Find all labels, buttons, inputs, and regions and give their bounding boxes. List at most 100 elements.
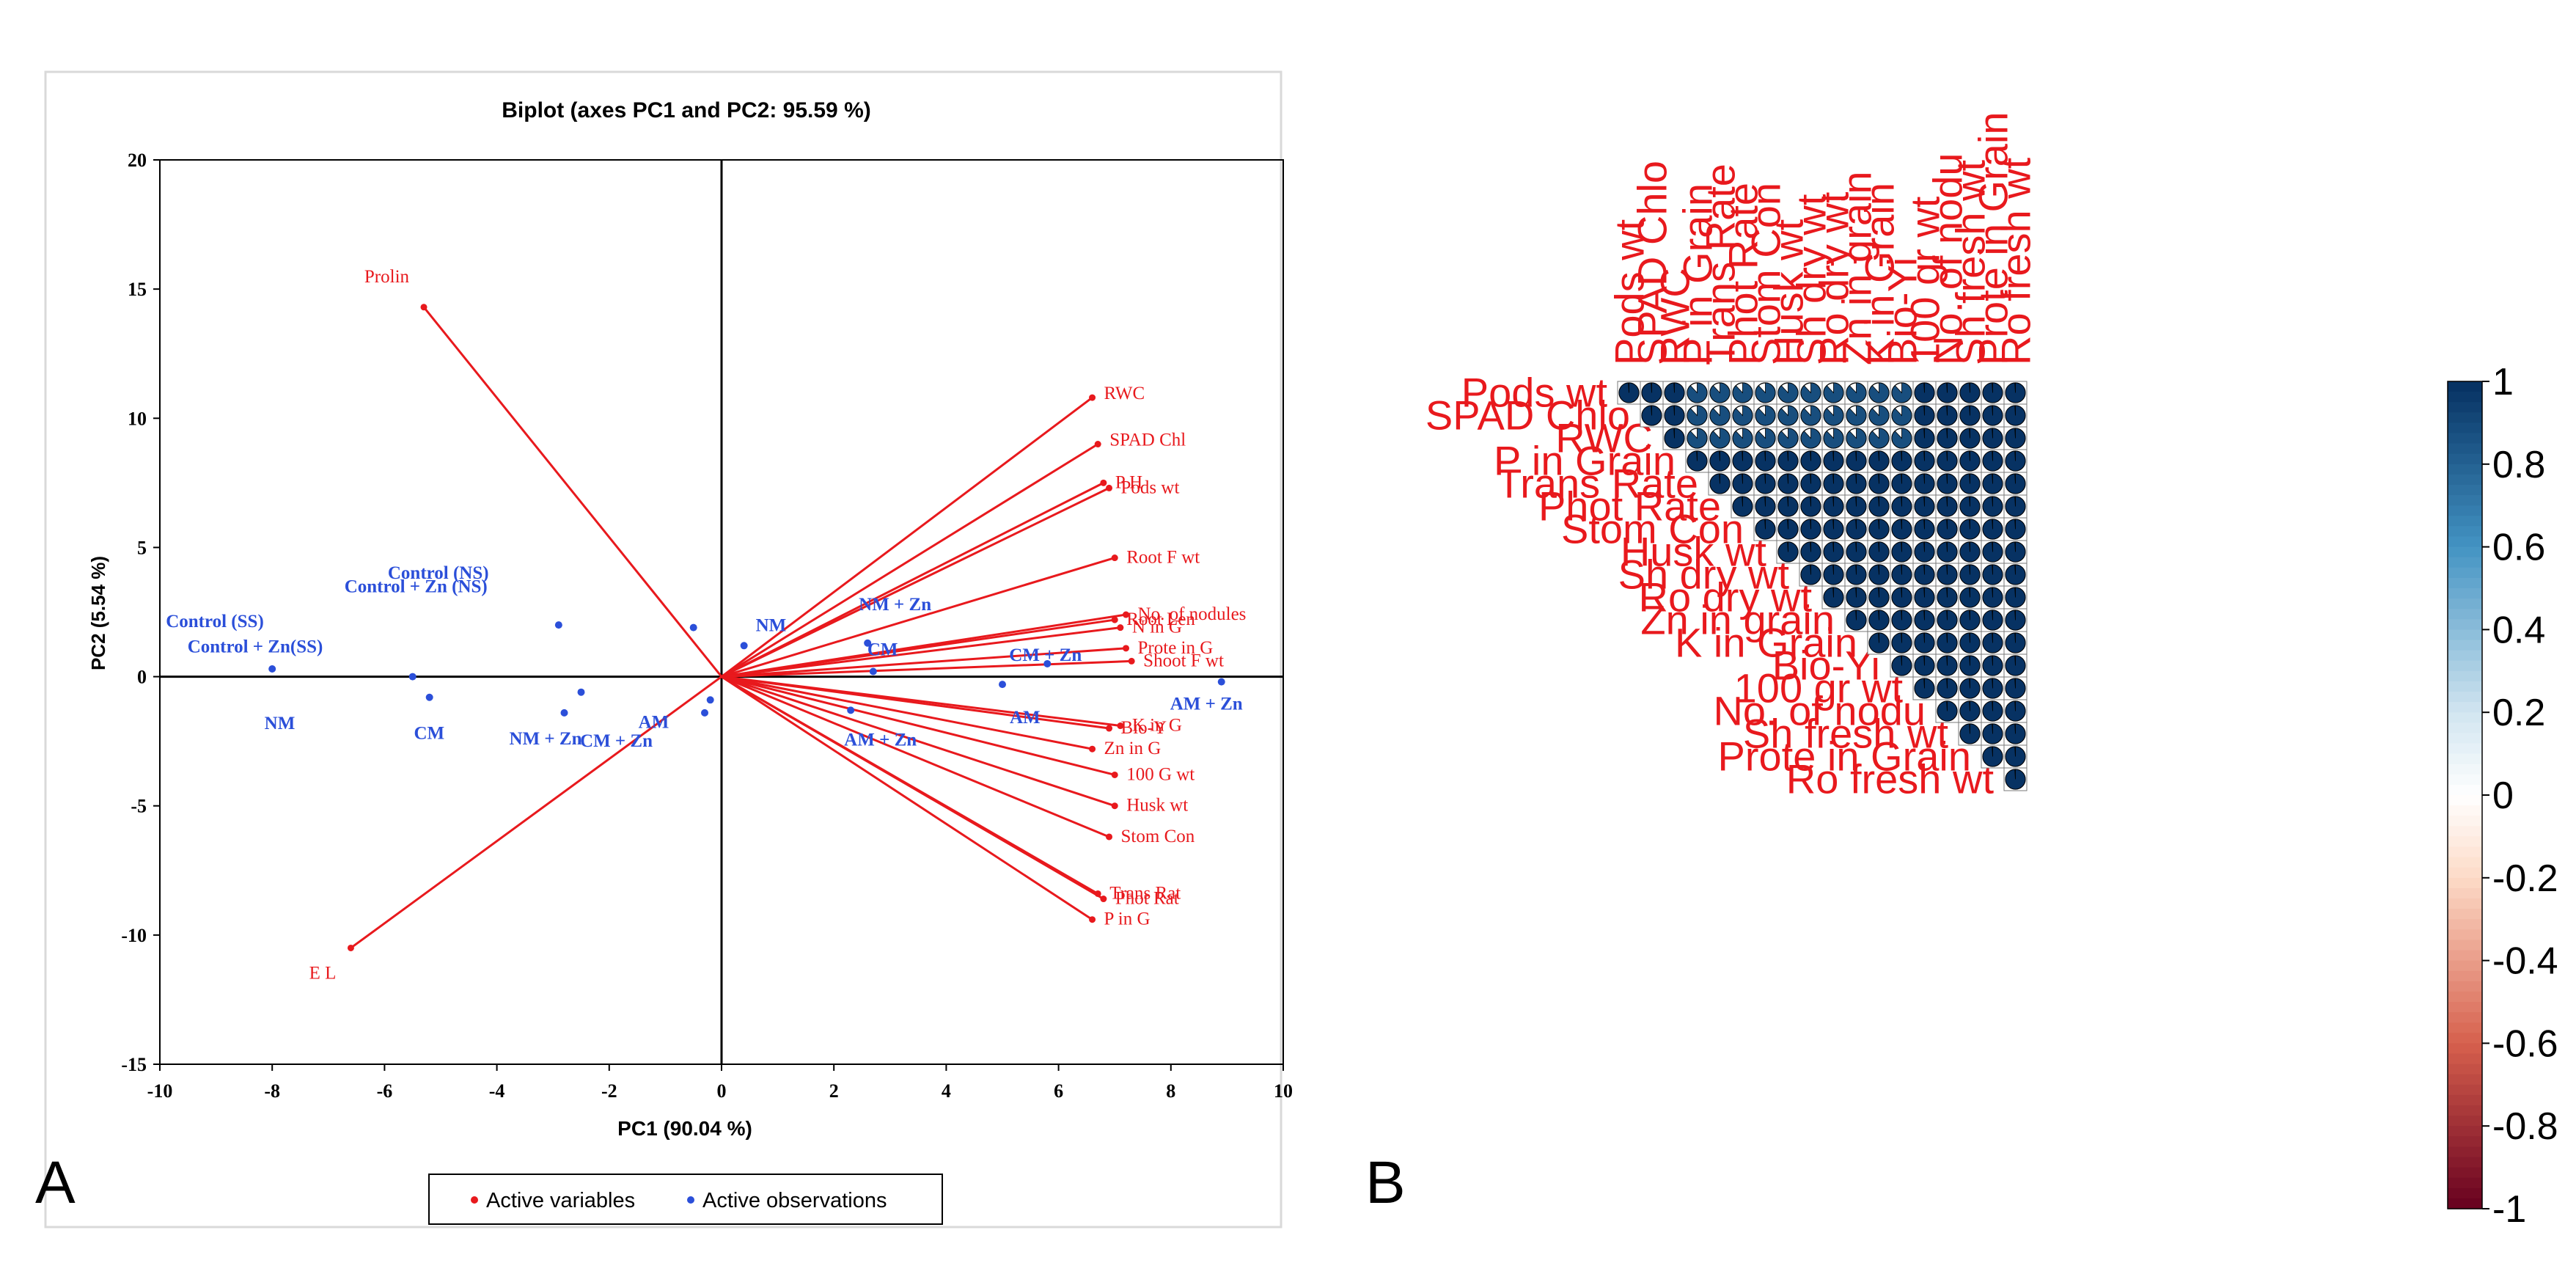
colorbar-tick-label: 0.4 [2492,609,2545,651]
colorbar-segment [2448,577,2482,589]
x-tick-label: 4 [942,1080,951,1102]
correlation-pie [1937,609,1958,631]
correlation-pie [2005,564,2026,585]
colorbar-segment [2448,402,2482,413]
correlation-pie [1937,382,1958,403]
colorbar-segment [2448,681,2482,692]
correlation-column-label: Phot Rate [1720,183,1766,365]
variable-vector [721,676,1104,900]
correlation-column-label: Bio-Yi [1879,257,1926,365]
variable-endpoint [1089,916,1096,923]
correlation-pie [1664,428,1685,449]
y-tick-label: 5 [137,537,147,558]
correlation-pie [1937,632,1958,654]
colorbar-segment [2448,1198,2482,1209]
correlation-row-label: Ro dry wt [1639,574,1813,620]
variable-label: N in G [1132,618,1182,637]
correlation-pie [1959,519,1981,540]
correlation-pie [1687,428,1708,449]
correlation-pie [1937,473,1958,494]
legend-observations-label: Active observations [702,1189,887,1212]
variable-label: Zn in G [1104,739,1162,758]
colorbar-tick-label: 0.2 [2492,692,2545,734]
variable-vector [721,482,1104,678]
correlation-pie [1959,587,1981,608]
correlation-pie [2005,382,2026,403]
variable-endpoint [1094,441,1101,448]
correlation-pie [1959,564,1981,585]
correlation-pie [1982,746,2003,767]
colorbar-segment [2448,546,2482,558]
correlation-pie [1755,382,1776,403]
observation-point [577,688,585,696]
colorbar-segment [2448,795,2482,806]
observation-label: AM [639,712,669,732]
colorbar-tick-label: -0.2 [2492,857,2558,900]
correlation-row-label: K in Grain [1675,620,1857,666]
biplot-legend: Active variables Active observations [428,1174,943,1225]
correlation-pie [1846,587,1867,608]
variable-endpoint [1117,624,1124,631]
correlation-pie [1777,473,1799,494]
correlation-pie [1800,496,1821,517]
observation-label: CM + Zn [1009,645,1082,665]
correlation-row-label: Trans Rate [1497,461,1698,507]
correlation-pie [1914,609,1935,631]
variable-vector [721,676,1115,776]
variable-endpoint [1089,394,1096,401]
correlation-row-label: Phot Rate [1538,483,1721,530]
colorbar-segment [2448,453,2482,465]
correlation-pie [1732,405,1753,426]
correlation-pie [1959,496,1981,517]
correlation-column-label: SPAD Chlo [1629,161,1676,365]
correlation-cells [1617,381,2028,791]
correlation-pie [2005,587,2026,608]
variable-endpoint [1111,771,1118,778]
correlation-pie [1959,632,1981,654]
correlation-pie [1709,428,1731,449]
correlation-pie [1959,541,1981,563]
correlation-row-label: SPAD Chlo [1425,392,1630,439]
correlation-pie [1914,519,1935,540]
colorbar-segment [2448,1012,2482,1023]
colorbar-segment [2448,722,2482,733]
correlation-pie [1937,678,1958,699]
colorbar-segment [2448,712,2482,723]
correlation-column-label: Sh fresh wt [1948,159,1994,365]
correlation-pie [1868,609,1890,631]
correlation-pie [1868,541,1890,563]
correlation-row-label: Ro fresh wt [1786,756,1995,802]
correlation-pie [1891,450,1912,472]
correlation-row-label: Stom Con [1561,506,1744,552]
correlation-pie [1914,541,1935,563]
colorbar-segment [2448,412,2482,423]
correlation-pie [1982,405,2003,426]
variable-vector [721,487,1110,678]
variable-endpoint [1106,833,1113,841]
correlation-row-label: Bio-Yi [1772,643,1880,689]
colorbar-tick-label: 0.6 [2492,527,2545,569]
colorbar-segment [2448,774,2482,786]
correlation-pie [1937,587,1958,608]
colorbar-tick-label: -1 [2492,1188,2526,1231]
correlation-pie [1732,428,1753,449]
colorbar-segment [2448,516,2482,527]
colorbar-segment [2448,505,2482,516]
correlation-pie [1959,655,1981,676]
variable-vector [721,676,1093,750]
variable-label: Pods wt [1121,477,1180,497]
colorbar-segment [2448,598,2482,609]
colorbar-segment [2448,609,2482,620]
observation-label: AM + Zn [844,730,917,750]
correlation-pie [1914,587,1935,608]
variable-label: Trans Rat [1109,883,1181,903]
correlation-pie [1982,564,2003,585]
y-tick-label: 0 [137,667,147,688]
correlation-pie [1937,450,1958,472]
correlation-pie [1846,428,1867,449]
correlation-pie [1914,428,1935,449]
correlation-pie [1868,587,1890,608]
correlation-pie [1959,450,1981,472]
